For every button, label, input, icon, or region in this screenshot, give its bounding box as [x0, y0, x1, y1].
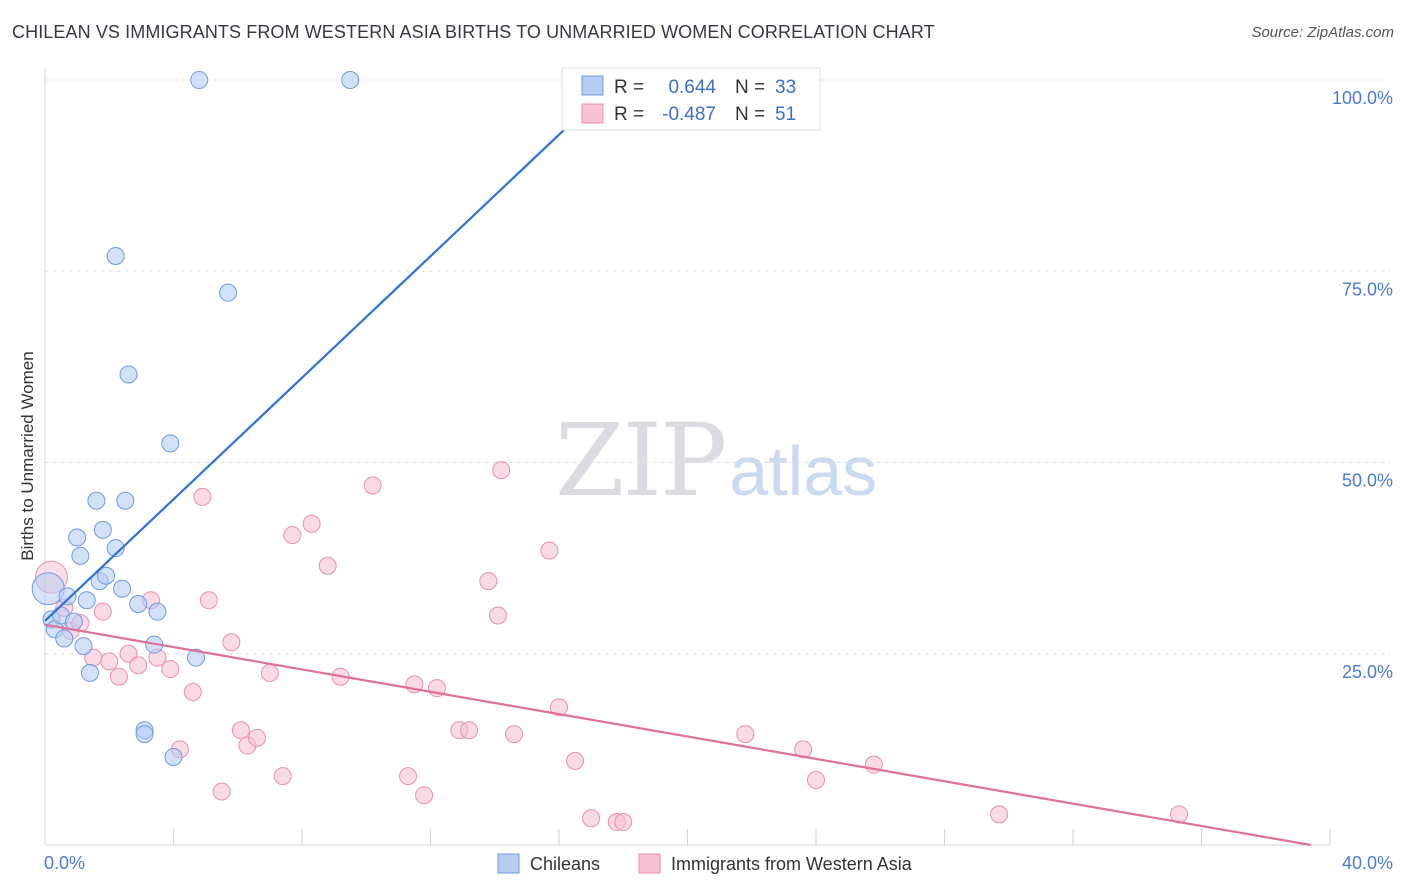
western-asia-point-23: [273, 767, 292, 786]
western-asia-point-6: [100, 652, 119, 671]
legend-bottom-swatch-blue: [497, 853, 520, 874]
trend-line-western-asia: [44, 623, 1311, 847]
western-asia-point-46: [794, 740, 813, 759]
western-asia-point-17: [212, 782, 231, 801]
legend-top-box: [561, 67, 821, 131]
western-asia-point-42: [582, 809, 601, 828]
trend-line-chileans: [44, 79, 618, 622]
chilean-point-15: [106, 539, 125, 558]
western-asia-point-8: [119, 644, 138, 663]
legend-r-value-pink: -0.487: [662, 104, 716, 125]
chilean-point-19: [119, 365, 138, 384]
western-asia-point-29: [399, 767, 418, 786]
chilean-point-22: [135, 725, 154, 744]
legend-bottom-swatch-pink: [638, 853, 661, 874]
y-tick-label-50: 50.0%: [1342, 471, 1393, 491]
western-asia-point-49: [990, 805, 1009, 824]
chilean-point-6: [68, 528, 87, 547]
legend-n-label-pink: N =: [735, 104, 765, 125]
series-chileans: [31, 71, 613, 767]
western-asia-point-44: [614, 813, 633, 832]
western-asia-point-47: [807, 770, 825, 789]
watermark-zip: ZIP: [555, 402, 727, 519]
western-asia-point-14: [183, 683, 202, 701]
x-tick-label-min: 0.0%: [44, 853, 85, 873]
chilean-point-18: [116, 491, 135, 510]
chart-title: CHILEAN VS IMMIGRANTS FROM WESTERN ASIA …: [12, 22, 935, 42]
western-asia-point-36: [488, 606, 507, 625]
legend-bottom-label-blue: Chileans: [530, 854, 600, 874]
y-tick-labels: 25.0% 50.0% 75.0% 100.0%: [1332, 88, 1393, 682]
western-asia-point-26: [318, 556, 337, 575]
western-asia-point-24: [283, 526, 302, 545]
x-ticks: [173, 829, 1331, 845]
chilean-point-13: [93, 520, 112, 539]
y-tick-label-75: 75.0%: [1342, 279, 1393, 299]
western-asia-point-37: [492, 461, 511, 480]
western-asia-point-38: [505, 725, 524, 744]
western-asia-point-5: [93, 602, 112, 621]
chilean-point-7: [71, 546, 90, 565]
chilean-point-27: [186, 648, 205, 667]
chilean-point-17: [113, 579, 132, 598]
chilean-point-24: [148, 602, 167, 621]
chilean-point-9: [77, 591, 96, 610]
western-asia-point-19: [231, 721, 250, 740]
x-tick-label-max: 40.0%: [1342, 853, 1393, 873]
chart-source: Source: ZipAtlas.com: [1251, 24, 1394, 41]
legend-r-label-pink: R =: [614, 104, 644, 125]
western-asia-point-31: [415, 786, 434, 805]
legend-bottom-label-pink: Immigrants from Western Asia: [671, 854, 913, 874]
western-asia-point-12: [161, 660, 180, 679]
chilean-point-30: [341, 71, 360, 89]
chilean-point-14: [97, 566, 116, 585]
y-tick-label-100: 100.0%: [1332, 88, 1393, 108]
western-asia-point-16: [199, 591, 218, 610]
chilean-point-4: [55, 629, 74, 648]
western-asia-point-15: [193, 487, 212, 506]
grid: [45, 79, 1390, 655]
western-asia-point-25: [302, 514, 321, 533]
chilean-point-25: [161, 434, 180, 453]
legend-n-value-blue: 33: [775, 77, 796, 98]
chilean-point-5: [58, 587, 77, 606]
legend-n-label-blue: N =: [735, 77, 765, 98]
watermark-atlas: atlas: [729, 432, 878, 510]
legend-r-value-blue: 0.644: [668, 77, 716, 98]
legend-bottom: Chileans Immigrants from Western Asia: [497, 853, 913, 874]
chilean-point-16: [106, 246, 125, 265]
western-asia-point-41: [566, 751, 585, 770]
western-asia-point-7: [109, 667, 128, 686]
western-asia-point-9: [129, 656, 148, 675]
chilean-point-26: [164, 748, 183, 767]
western-asia-point-21: [248, 728, 267, 747]
watermark: ZIPatlas: [555, 402, 877, 519]
legend-swatch-blue: [581, 75, 604, 96]
chilean-point-8: [74, 637, 93, 656]
chilean-point-29: [219, 283, 238, 302]
western-asia-point-28: [363, 476, 382, 495]
western-asia-point-40: [550, 698, 568, 717]
trend-lines: [44, 79, 1311, 847]
y-tick-label-25: 25.0%: [1342, 662, 1393, 682]
western-asia-point-45: [736, 725, 755, 744]
western-asia-point-22: [260, 663, 279, 682]
legend-swatch-pink: [581, 103, 604, 124]
chilean-point-11: [87, 491, 106, 510]
western-asia-point-39: [540, 541, 559, 560]
legend-n-value-pink: 51: [775, 104, 796, 125]
chilean-point-28: [190, 71, 209, 89]
legend-top: R = 0.644 N = 33 R = -0.487 N = 51: [561, 67, 821, 131]
western-asia-point-34: [460, 721, 479, 740]
western-asia-point-18: [222, 633, 241, 652]
chilean-point-20: [129, 595, 148, 614]
series-immigrants-western-asia: [34, 461, 1189, 832]
western-asia-point-35: [479, 572, 498, 591]
chilean-point-10: [80, 663, 99, 682]
legend-r-label-blue: R =: [614, 77, 644, 98]
